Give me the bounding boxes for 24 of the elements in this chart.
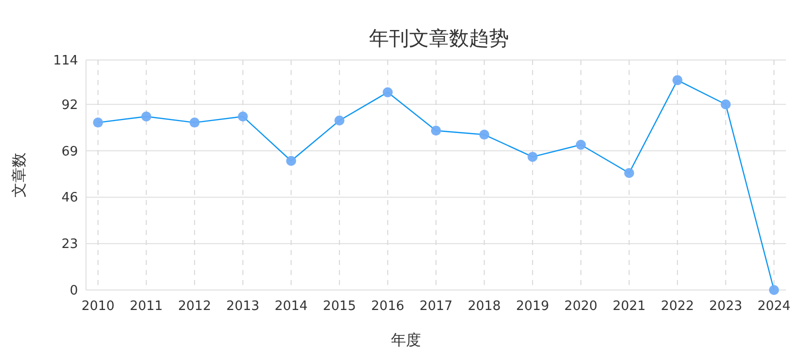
x-tick-label: 2022 (660, 299, 694, 314)
y-tick-label: 92 (61, 98, 78, 113)
x-tick-label: 2020 (564, 299, 598, 314)
x-tick-label: 2017 (419, 299, 453, 314)
y-tick-label: 69 (61, 144, 78, 160)
y-tick-label: 23 (61, 237, 78, 252)
chart-title: 年刊文章数趋势 (369, 26, 509, 50)
x-tick-label: 2023 (709, 299, 742, 314)
y-tick-label: 0 (70, 284, 78, 298)
x-tick-label: 2011 (130, 299, 163, 314)
y-tick-label: 114 (53, 54, 78, 68)
x-tick-label: 2021 (612, 299, 646, 314)
x-tick-label: 2013 (226, 299, 260, 314)
x-tick-label: 2016 (371, 299, 404, 314)
x-tick-label: 2014 (274, 299, 308, 314)
x-tick-label: 2010 (81, 299, 115, 314)
x-tick-label: 2018 (468, 299, 501, 314)
x-tick-label: 2015 (322, 299, 356, 314)
x-tick-label: 2012 (178, 299, 212, 314)
x-axis-title: 年度 (391, 331, 421, 349)
x-tick-label: 2019 (516, 299, 550, 314)
y-tick-label: 46 (61, 190, 78, 206)
y-axis-title: 文章数 (10, 152, 28, 198)
x-tick-label: 2024 (757, 299, 791, 314)
